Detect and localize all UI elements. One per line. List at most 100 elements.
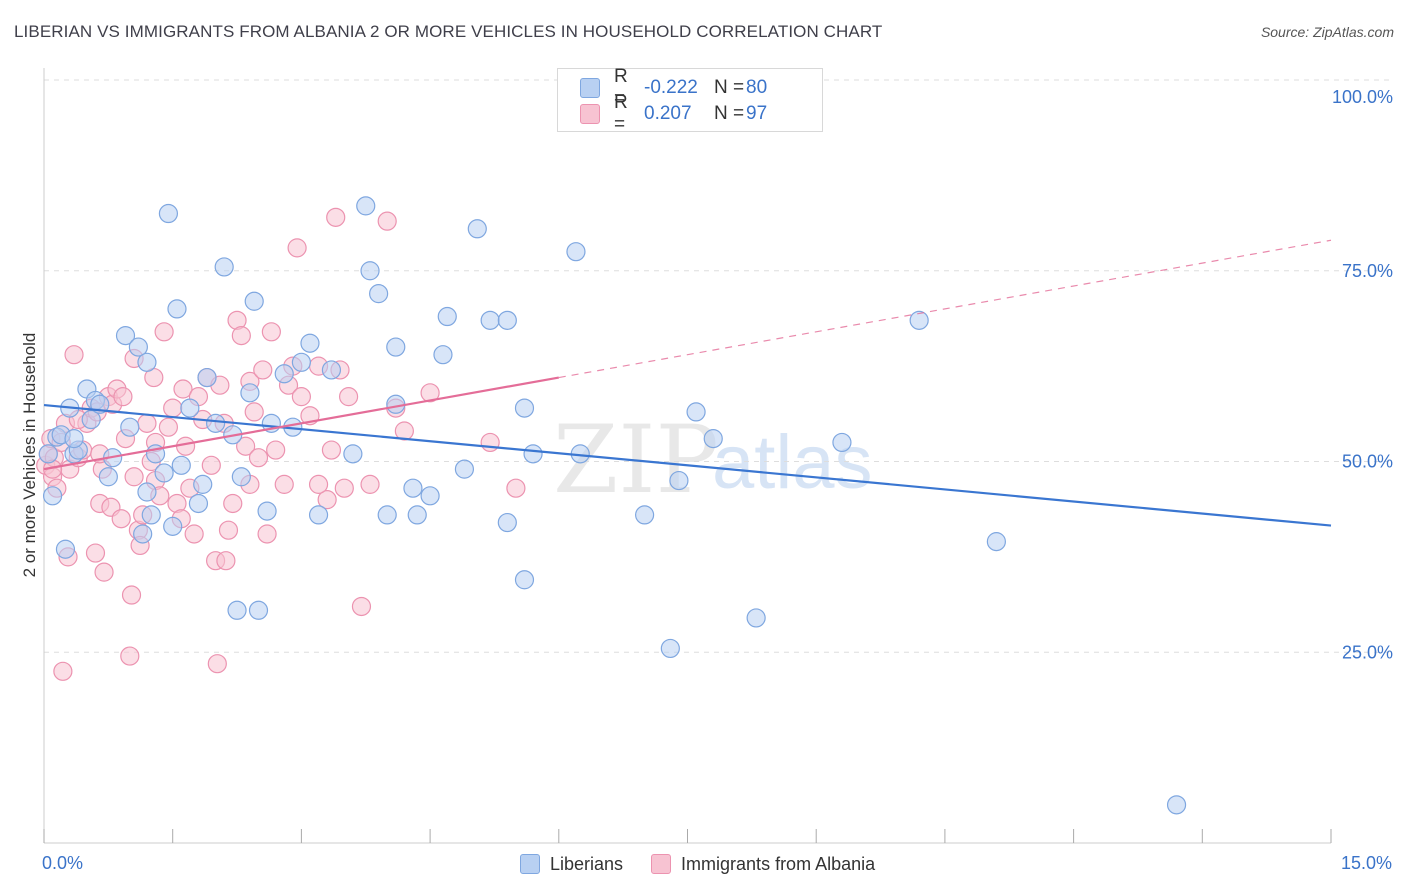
albania-point bbox=[253, 360, 273, 380]
albania-point bbox=[64, 345, 84, 365]
liberian-point bbox=[523, 444, 543, 464]
source-label: Source: ZipAtlas.com bbox=[1260, 24, 1394, 40]
liberian-point bbox=[244, 291, 264, 311]
liberian-point bbox=[343, 444, 363, 464]
trend-lines bbox=[43, 239, 1332, 527]
legend-item-liberians[interactable]: Liberians bbox=[520, 854, 623, 875]
albania-point bbox=[173, 379, 193, 399]
liberian-point bbox=[386, 337, 406, 357]
liberian-point bbox=[206, 413, 226, 433]
watermark-atlas: atlas bbox=[712, 420, 873, 505]
liberian-point bbox=[356, 196, 376, 216]
liberian-point bbox=[1166, 795, 1187, 815]
albania-point bbox=[308, 474, 329, 494]
liberian-point bbox=[386, 394, 406, 414]
albania-point bbox=[257, 524, 277, 544]
albania-point bbox=[175, 436, 196, 456]
albania-point bbox=[287, 238, 307, 258]
albania-point bbox=[394, 421, 414, 441]
liberian-point bbox=[420, 486, 440, 506]
liberian-point bbox=[98, 467, 118, 487]
liberian-trend-line bbox=[43, 403, 1332, 527]
liberian-point bbox=[240, 383, 260, 403]
n-value: 97 bbox=[746, 103, 768, 124]
albania-point bbox=[351, 596, 372, 617]
albania-point bbox=[236, 436, 256, 456]
n-label: N = bbox=[714, 77, 745, 98]
liberian-point bbox=[909, 310, 929, 330]
liberian-point bbox=[403, 478, 423, 498]
albania-point bbox=[158, 417, 179, 437]
legend-label: Immigrants from Albania bbox=[681, 853, 876, 874]
liberian-point bbox=[133, 524, 153, 544]
liberian-point bbox=[369, 284, 389, 304]
albania-point bbox=[360, 474, 380, 494]
albania-point bbox=[506, 478, 526, 498]
liberians-swatch bbox=[580, 78, 600, 98]
liberian-point bbox=[163, 516, 183, 536]
liberian-point bbox=[197, 367, 217, 388]
y-tick-label: 100.0% bbox=[1332, 87, 1393, 107]
albania-point bbox=[266, 440, 286, 460]
y-tick-labels: 25.0% 50.0% 75.0% 100.0% bbox=[1332, 87, 1393, 662]
liberian-point bbox=[566, 242, 586, 262]
liberian-point bbox=[360, 261, 380, 281]
liberian-point bbox=[514, 570, 535, 590]
legend-row-liberians: R = -0.222 N = 80 bbox=[580, 66, 768, 109]
n-value: 80 bbox=[746, 77, 768, 98]
liberian-point bbox=[274, 364, 294, 384]
r-value: 0.207 bbox=[644, 103, 692, 124]
liberian-point bbox=[634, 505, 655, 525]
r-value: -0.222 bbox=[644, 77, 698, 98]
albania-swatch bbox=[580, 104, 600, 124]
liberian-point bbox=[38, 444, 58, 464]
albania-point bbox=[121, 585, 142, 605]
liberian-point bbox=[497, 512, 517, 533]
y-tick-label: 50.0% bbox=[1342, 452, 1393, 472]
series-legend: Liberians Immigrants from Albania bbox=[520, 852, 903, 876]
albania-point bbox=[377, 211, 397, 231]
albania-point bbox=[231, 326, 251, 346]
correlation-legend: R = -0.222 N = 80 R = 0.207 N = 97 bbox=[557, 66, 823, 135]
liberian-point bbox=[227, 600, 247, 620]
chart-title: LIBERIAN VS IMMIGRANTS FROM ALBANIA 2 OR… bbox=[14, 22, 883, 41]
albania-point bbox=[223, 493, 243, 514]
liberian-point bbox=[248, 600, 269, 620]
albania-point bbox=[53, 661, 73, 681]
liberian-point bbox=[171, 455, 191, 475]
gridlines bbox=[44, 79, 1393, 653]
liberian-point bbox=[214, 257, 234, 277]
liberian-point bbox=[137, 482, 157, 502]
albania-point bbox=[321, 440, 342, 460]
liberian-point bbox=[137, 352, 157, 372]
albania-point bbox=[184, 524, 204, 544]
liberian-point bbox=[42, 486, 63, 506]
y-tick-label: 25.0% bbox=[1342, 642, 1393, 662]
albania-point bbox=[334, 478, 354, 498]
albania-point bbox=[137, 413, 157, 433]
albania-trend-extension bbox=[558, 239, 1332, 379]
albania-point bbox=[261, 322, 281, 342]
albania-point bbox=[326, 207, 346, 227]
albania-swatch bbox=[651, 854, 672, 874]
liberian-point bbox=[514, 398, 535, 418]
albania-point bbox=[218, 520, 239, 540]
legend-item-albania[interactable]: Immigrants from Albania bbox=[651, 854, 875, 875]
albania-point bbox=[94, 562, 114, 582]
liberian-point bbox=[407, 505, 427, 525]
albania-point bbox=[85, 543, 106, 563]
liberian-point bbox=[832, 432, 852, 453]
liberian-point bbox=[300, 333, 320, 353]
liberian-point bbox=[158, 203, 179, 224]
albania-point bbox=[163, 398, 183, 418]
r-label: R = bbox=[614, 92, 628, 135]
albania-point bbox=[317, 490, 337, 510]
liberian-point bbox=[167, 299, 187, 319]
liberian-point bbox=[321, 360, 342, 380]
liberian-point bbox=[669, 470, 689, 491]
albania-point bbox=[124, 467, 144, 487]
liberian-point bbox=[480, 310, 500, 330]
legend-label: Liberians bbox=[550, 853, 624, 874]
x-tick-min: 0.0% bbox=[42, 853, 84, 873]
